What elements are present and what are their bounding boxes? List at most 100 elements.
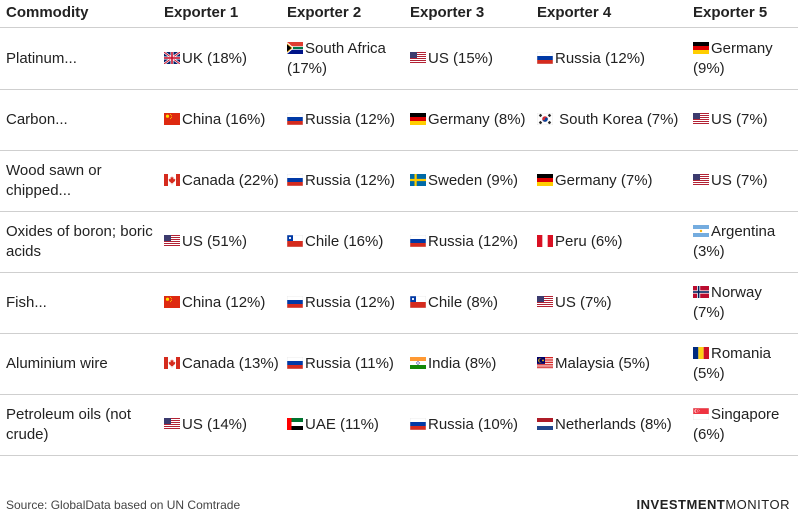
exporter-entry: US (7%)	[693, 110, 768, 130]
exporter-label: Peru (6%)	[555, 233, 623, 250]
us-flag-icon	[537, 296, 553, 308]
us-flag-icon	[164, 418, 180, 430]
exporter-cell: US (14%)	[164, 395, 280, 455]
exporter-label: Germany (8%)	[428, 111, 526, 128]
header-exporter-1: Exporter 1	[164, 4, 239, 21]
exporter-entry: Germany (7%)	[537, 171, 653, 191]
table-row: Petroleum oils (not crude) US (14%) UAE (1…	[0, 395, 798, 456]
logo-bold-part: INVESTMENT	[636, 497, 726, 512]
exporter-cell: Canada (13%)	[164, 334, 280, 394]
germany-flag-icon	[410, 113, 426, 125]
exporter-cell: Germany (8%)	[410, 90, 530, 150]
exporter-label: Malaysia (5%)	[555, 355, 651, 372]
malaysia-flag-icon	[537, 357, 553, 369]
exporter-cell: Peru (6%)	[537, 212, 687, 272]
commodity-cell: Wood sawn or chipped...	[6, 151, 156, 211]
russia-flag-icon	[287, 174, 303, 186]
exporter-label: US (15%)	[428, 50, 494, 67]
exporter-label: US (7%)	[711, 172, 768, 189]
header-exporter-5: Exporter 5	[693, 4, 768, 21]
exporter-entry: Chile (16%)	[287, 232, 383, 252]
exporter-cell: Canada (22%)	[164, 151, 280, 211]
exporter-cell: Chile (16%)	[287, 212, 403, 272]
exporter-entry: Russia (12%)	[537, 49, 645, 69]
exporter-entry: Netherlands (8%)	[537, 415, 672, 435]
exporter-label: Canada (22%)	[182, 172, 279, 189]
exporter-label: South Africa (17%)	[287, 40, 386, 77]
exporter-entry: Argentina (3%)	[693, 222, 797, 262]
exporter-cell: Russia (12%)	[537, 29, 687, 89]
commodity-label: Aluminium wire	[6, 355, 108, 372]
canada-flag-icon	[164, 357, 180, 369]
exporter-entry: UAE (11%)	[287, 415, 379, 435]
exporter-cell: China (16%)	[164, 90, 280, 150]
canada-flag-icon	[164, 174, 180, 186]
exporter-cell: Germany (9%)	[693, 29, 797, 89]
russia-flag-icon	[287, 357, 303, 369]
exporter-entry: South Korea (7%)	[537, 110, 678, 130]
exporter-cell: Argentina (3%)	[693, 212, 797, 272]
exporter-label: South Korea (7%)	[555, 111, 679, 128]
exporter-entry: UK (18%)	[164, 49, 247, 69]
table-row: Wood sawn or chipped... Canada (22%) Russi…	[0, 151, 798, 212]
norway-flag-icon	[693, 286, 709, 298]
exporter-cell: Russia (11%)	[287, 334, 403, 394]
exporter-cell: Russia (10%)	[410, 395, 530, 455]
exporter-label: Chile (16%)	[305, 233, 384, 250]
exporter-entry: US (51%)	[164, 232, 247, 252]
source-note: Source: GlobalData based on UN Comtrade	[6, 498, 241, 512]
exporter-label: UAE (11%)	[305, 416, 379, 433]
chile-flag-icon	[410, 296, 426, 308]
header-exporter-3: Exporter 3	[410, 4, 485, 21]
exporter-label: Russia (12%)	[555, 50, 646, 67]
exporter-cell: US (7%)	[693, 90, 797, 150]
exporter-label: Romania (5%)	[693, 345, 772, 382]
exporter-label: India (8%)	[428, 355, 497, 372]
table-row: Aluminium wire Canada (13%) Russia (11%) In…	[0, 334, 798, 395]
exporter-entry: Russia (12%)	[287, 171, 395, 191]
germany-flag-icon	[537, 174, 553, 186]
us-flag-icon	[693, 174, 709, 186]
exporter-entry: Russia (10%)	[410, 415, 518, 435]
india-flag-icon	[410, 357, 426, 369]
commodity-label: Carbon...	[6, 111, 68, 128]
us-flag-icon	[410, 52, 426, 64]
exporter-label: Sweden (9%)	[428, 172, 519, 189]
exporter-entry: Canada (22%)	[164, 171, 279, 191]
exporter-entry: Malaysia (5%)	[537, 354, 650, 374]
exporter-cell: Singapore (6%)	[693, 395, 797, 455]
exporter-cell: Russia (12%)	[287, 151, 403, 211]
exporter-label: Russia (12%)	[305, 111, 396, 128]
commodity-label: Petroleum oils (not crude)	[6, 406, 132, 443]
china-flag-icon	[164, 296, 180, 308]
table-row: Carbon... China (16%) Russia (12%) Germany …	[0, 90, 798, 151]
commodity-label: Wood sawn or chipped...	[6, 162, 102, 199]
us-flag-icon	[693, 113, 709, 125]
exporter-entry: Canada (13%)	[164, 354, 279, 374]
exporter-entry: Germany (8%)	[410, 110, 526, 130]
exporter-cell: Russia (12%)	[287, 273, 403, 333]
russia-flag-icon	[287, 296, 303, 308]
exporter-entry: Russia (12%)	[287, 293, 395, 313]
exporter-label: Russia (12%)	[305, 172, 396, 189]
investment-monitor-logo: INVESTMENTMONITOR	[637, 497, 790, 512]
exporter-label: Canada (13%)	[182, 355, 279, 372]
header-exporter-4: Exporter 4	[537, 4, 612, 21]
peru-flag-icon	[537, 235, 553, 247]
exporter-label: Germany (7%)	[555, 172, 653, 189]
exporter-entry: Singapore (6%)	[693, 405, 797, 445]
exporter-label: Russia (11%)	[305, 355, 394, 372]
exporter-cell: US (51%)	[164, 212, 280, 272]
exporter-cell: Romania (5%)	[693, 334, 797, 394]
commodity-cell: Oxides of boron; boric acids	[6, 212, 156, 272]
commodity-label: Platinum...	[6, 50, 77, 67]
exporter-cell: Norway (7%)	[693, 273, 797, 333]
exporter-label: China (16%)	[182, 111, 266, 128]
exporter-cell: India (8%)	[410, 334, 530, 394]
exporter-entry: China (16%)	[164, 110, 265, 130]
exporter-label: US (7%)	[711, 111, 768, 128]
us-flag-icon	[164, 235, 180, 247]
commodity-cell: Petroleum oils (not crude)	[6, 395, 156, 455]
germany-flag-icon	[693, 42, 709, 54]
commodity-cell: Carbon...	[6, 90, 156, 150]
